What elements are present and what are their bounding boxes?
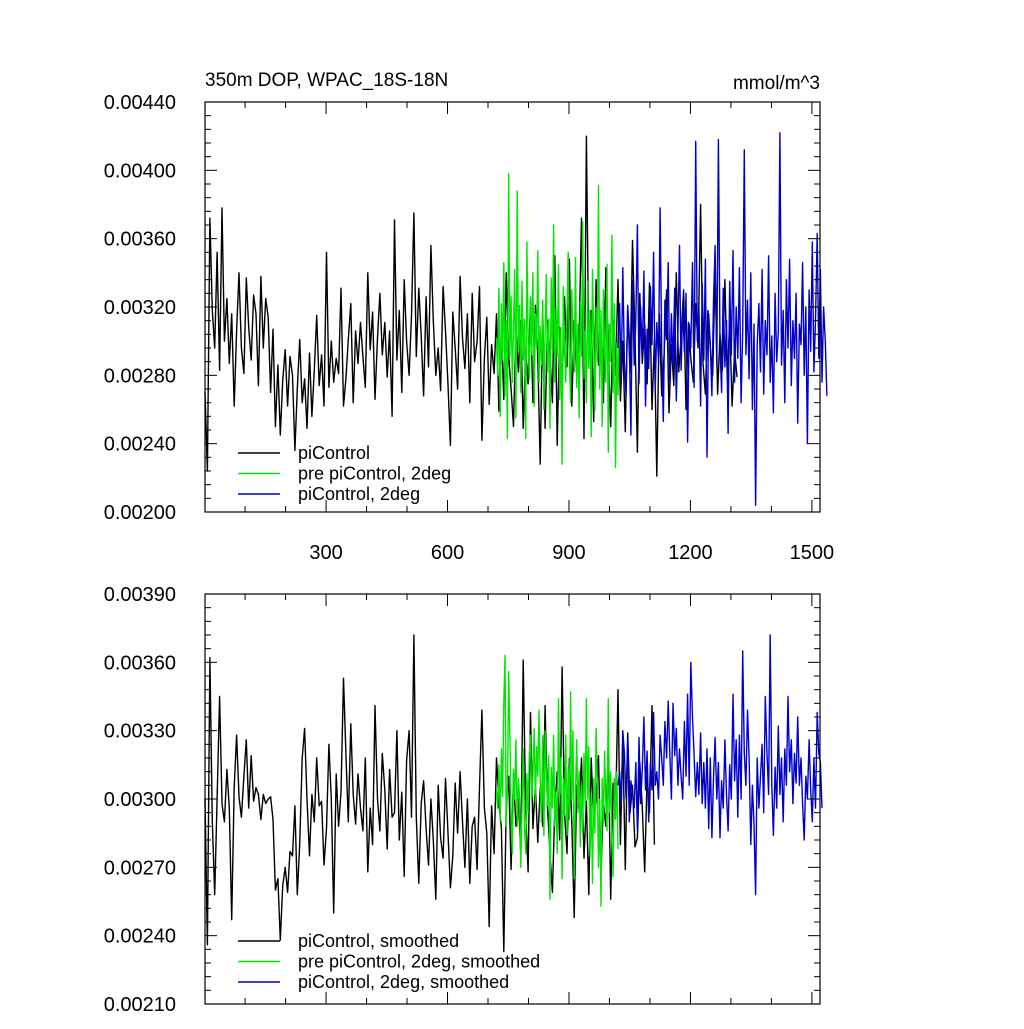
bottom-y-tick-label: 0.00210 [104,994,176,1016]
top-y-tick-label: 0.00200 [104,502,176,524]
top-y-tick-label: 0.00320 [104,297,176,319]
top-x-tick-label: 1500 [790,542,835,564]
top-y-tick-label: 0.00440 [104,92,176,114]
bottom-y-tick-label: 0.00270 [104,857,176,879]
bottom-legend-label-2: piControl, 2deg, smoothed [298,972,509,992]
bottom-series-line-1 [495,654,619,907]
top-panel: 300 600 900 1200 1500 0.00200 0.00240 0.00280 0.… [104,70,834,564]
top-x-tick-label: 600 [431,542,464,564]
bottom-series-line-2 [617,634,823,896]
top-legend-label-0: piControl [298,443,370,463]
top-y-tick-label: 0.00360 [104,229,176,251]
top-x-tick-label: 900 [552,542,585,564]
top-y-tick-label: 0.00400 [104,160,176,182]
bottom-legend-label-1: pre piControl, 2deg, smoothed [298,952,540,972]
top-legend-label-1: pre piControl, 2deg [298,464,451,484]
bottom-y-tick-label: 0.00300 [104,789,176,811]
top-series-line-2 [617,132,828,506]
top-y-tick-label: 0.00280 [104,365,176,387]
top-x-tick-label: 1200 [668,542,713,564]
top-series-line-0 [204,135,738,477]
top-y-tick-label: 0.00240 [104,434,176,456]
bottom-legend-label-0: piControl, smoothed [298,931,459,951]
top-units-label: mmol/m^3 [733,73,820,94]
bottom-y-tick-label: 0.00360 [104,652,176,674]
bottom-y-tick-label: 0.00330 [104,721,176,743]
bottom-y-tick-label: 0.00390 [104,584,176,606]
bottom-y-tick-label: 0.00240 [104,926,176,948]
top-legend-label-2: piControl, 2deg [298,484,420,504]
top-chart-title: 350m DOP, WPAC_18S-18N [205,70,448,91]
top-x-tick-label: 300 [309,542,342,564]
top-series-line-1 [495,173,622,469]
bottom-panel: 0.00210 0.00240 0.00270 0.00300 0.00330 0.003… [104,584,823,1016]
